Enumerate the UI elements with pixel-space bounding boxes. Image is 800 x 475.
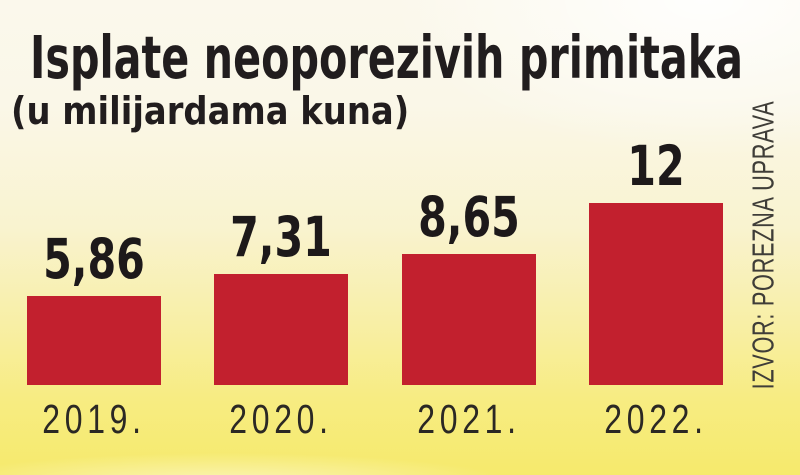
- chart-subtitle: (u milijardama kuna): [11, 89, 410, 133]
- source-label: IZVOR: POREZNA UPRAVA: [745, 100, 781, 390]
- category-label: 2019.: [42, 396, 146, 442]
- value-label: 8,65: [417, 184, 520, 249]
- category-label: 2020.: [229, 396, 334, 442]
- value-label: 7,31: [230, 204, 333, 269]
- category-label: 2021.: [416, 396, 521, 442]
- bar-2022: [588, 202, 723, 385]
- value-label: 12: [627, 133, 685, 198]
- bar-2020: [214, 273, 349, 385]
- bar-2019: [27, 295, 161, 385]
- chart-title: Isplate neoporezivih primitaka: [30, 23, 744, 92]
- category-label: 2022.: [604, 396, 708, 442]
- value-label: 5,86: [43, 226, 145, 291]
- bar-2021: [401, 253, 536, 385]
